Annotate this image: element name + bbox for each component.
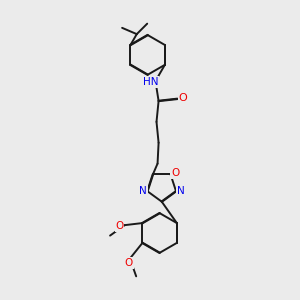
Text: HN: HN xyxy=(143,77,159,87)
Text: O: O xyxy=(125,258,133,268)
Text: N: N xyxy=(177,186,184,196)
Text: O: O xyxy=(115,221,124,231)
Text: O: O xyxy=(179,93,188,103)
Text: N: N xyxy=(139,186,147,196)
Text: O: O xyxy=(171,168,179,178)
